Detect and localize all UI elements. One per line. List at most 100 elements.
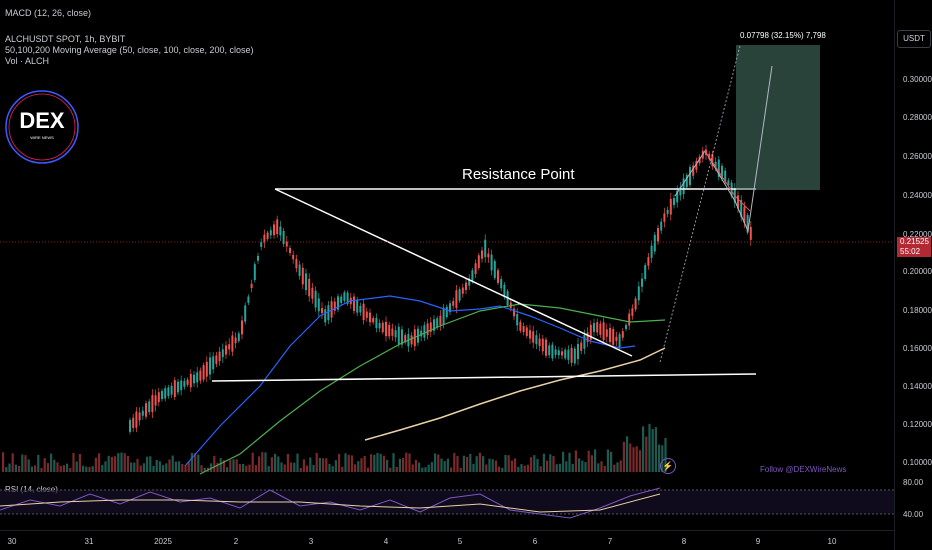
volume-bar — [536, 459, 539, 472]
volume-bar — [421, 467, 424, 472]
candle-body — [583, 335, 586, 349]
time-tick-label: 5 — [457, 537, 463, 546]
volume-bar — [498, 466, 501, 472]
volume-bar — [418, 462, 421, 472]
candle-body — [529, 330, 531, 339]
candle-body — [442, 307, 445, 325]
volume-bar — [254, 465, 257, 472]
time-tick-label: 7 — [607, 537, 613, 546]
candle-body — [429, 322, 432, 332]
price-scale[interactable]: 0.30000 0.28000 0.26000 0.24000 0.22000 0.200… — [894, 0, 932, 550]
candle-body — [596, 322, 599, 333]
candle-body — [449, 303, 451, 313]
volume-bar — [584, 462, 587, 472]
volume-bar — [382, 455, 385, 472]
volume-bar — [242, 463, 245, 472]
candle-body — [717, 159, 720, 177]
candle-body — [228, 344, 231, 350]
candle-body — [346, 292, 349, 304]
volume-bar — [478, 452, 481, 472]
volume-bar — [392, 453, 395, 472]
candle-body — [426, 323, 429, 336]
volume-bar — [491, 459, 494, 472]
candle-body — [577, 343, 579, 360]
candle-body — [353, 296, 355, 311]
candle-body — [461, 287, 464, 294]
volume-bar — [203, 467, 206, 472]
candle-body — [183, 380, 186, 387]
candle-body — [337, 296, 339, 310]
volume-bar — [194, 453, 197, 472]
time-tick-label: 8 — [681, 537, 687, 546]
ma100-line — [184, 295, 636, 467]
ma-label[interactable]: 50,100,200 Moving Average (50, close, 10… — [5, 45, 254, 55]
volume-bar — [312, 465, 315, 472]
volume-bar — [318, 457, 321, 472]
volume-bar — [363, 455, 366, 472]
time-axis[interactable]: 30 31 2025 2 3 4 5 6 7 8 9 10 — [0, 530, 894, 550]
lightning-icon[interactable]: ⚡ — [660, 458, 676, 474]
volume-bar — [610, 451, 613, 472]
volume-bar — [56, 462, 59, 472]
volume-bar — [98, 453, 101, 472]
volume-bar — [123, 453, 126, 472]
candle-body — [173, 380, 176, 398]
volume-bar — [360, 458, 363, 472]
candle-body — [369, 312, 371, 323]
volume-bar — [8, 463, 11, 472]
volume-bar — [101, 465, 104, 472]
volume-bar — [648, 423, 651, 472]
volume-bar — [322, 458, 325, 472]
volume-bar — [338, 453, 341, 472]
rsi-label[interactable]: RSI (14, close) — [5, 485, 58, 494]
volume-bar — [626, 436, 629, 472]
candle-body — [471, 270, 474, 282]
currency-unit[interactable]: USDT — [897, 30, 931, 48]
rsi-pane[interactable] — [0, 480, 894, 530]
candle-body — [433, 319, 435, 331]
candle-body — [148, 401, 151, 413]
volume-bar — [651, 429, 654, 472]
volume-bar — [462, 455, 465, 472]
candle-body — [647, 257, 650, 266]
measure-label: 0.07798 (32.15%) 7,798 — [740, 31, 826, 40]
candle-body — [177, 381, 179, 393]
volume-label[interactable]: Vol · ALCH — [5, 56, 50, 66]
candle-body — [241, 320, 243, 335]
volume-bar — [235, 459, 238, 472]
volume-bar — [69, 467, 72, 472]
price-chart[interactable] — [0, 26, 894, 478]
candle-body — [394, 330, 397, 338]
volume-bar — [446, 458, 449, 472]
price-tick-label: 0.14000 — [903, 382, 932, 391]
candle-body — [737, 195, 739, 209]
symbol-label[interactable]: ALCHUSDT SPOT, 1h, BYBIT — [5, 34, 126, 44]
volume-bar — [146, 456, 149, 472]
candle-body — [634, 298, 637, 310]
candle-body — [468, 278, 471, 286]
candle-body — [401, 329, 403, 345]
volume-bar — [386, 459, 389, 472]
volume-bar — [139, 465, 142, 472]
candle-body — [359, 305, 362, 313]
volume-bar — [482, 456, 485, 472]
candle-body — [340, 296, 343, 303]
candle-body — [410, 335, 413, 345]
volume-bar — [485, 464, 488, 472]
volume-bar — [158, 461, 161, 472]
candle-body — [516, 314, 519, 326]
volume-bar — [504, 454, 507, 472]
volume-bar — [562, 451, 565, 472]
volume-bar — [475, 456, 478, 472]
candle-body — [660, 221, 663, 231]
volume-bar — [568, 452, 571, 472]
candle-body — [420, 330, 423, 337]
volume-bar — [174, 461, 177, 472]
candle-body — [452, 301, 455, 306]
candle-body — [445, 306, 448, 318]
candle-body — [749, 226, 752, 240]
volume-bar — [94, 457, 97, 472]
candle-body — [167, 387, 170, 397]
candle-body — [439, 315, 442, 326]
macd-indicator-label[interactable]: MACD (12, 26, close) — [5, 8, 92, 18]
